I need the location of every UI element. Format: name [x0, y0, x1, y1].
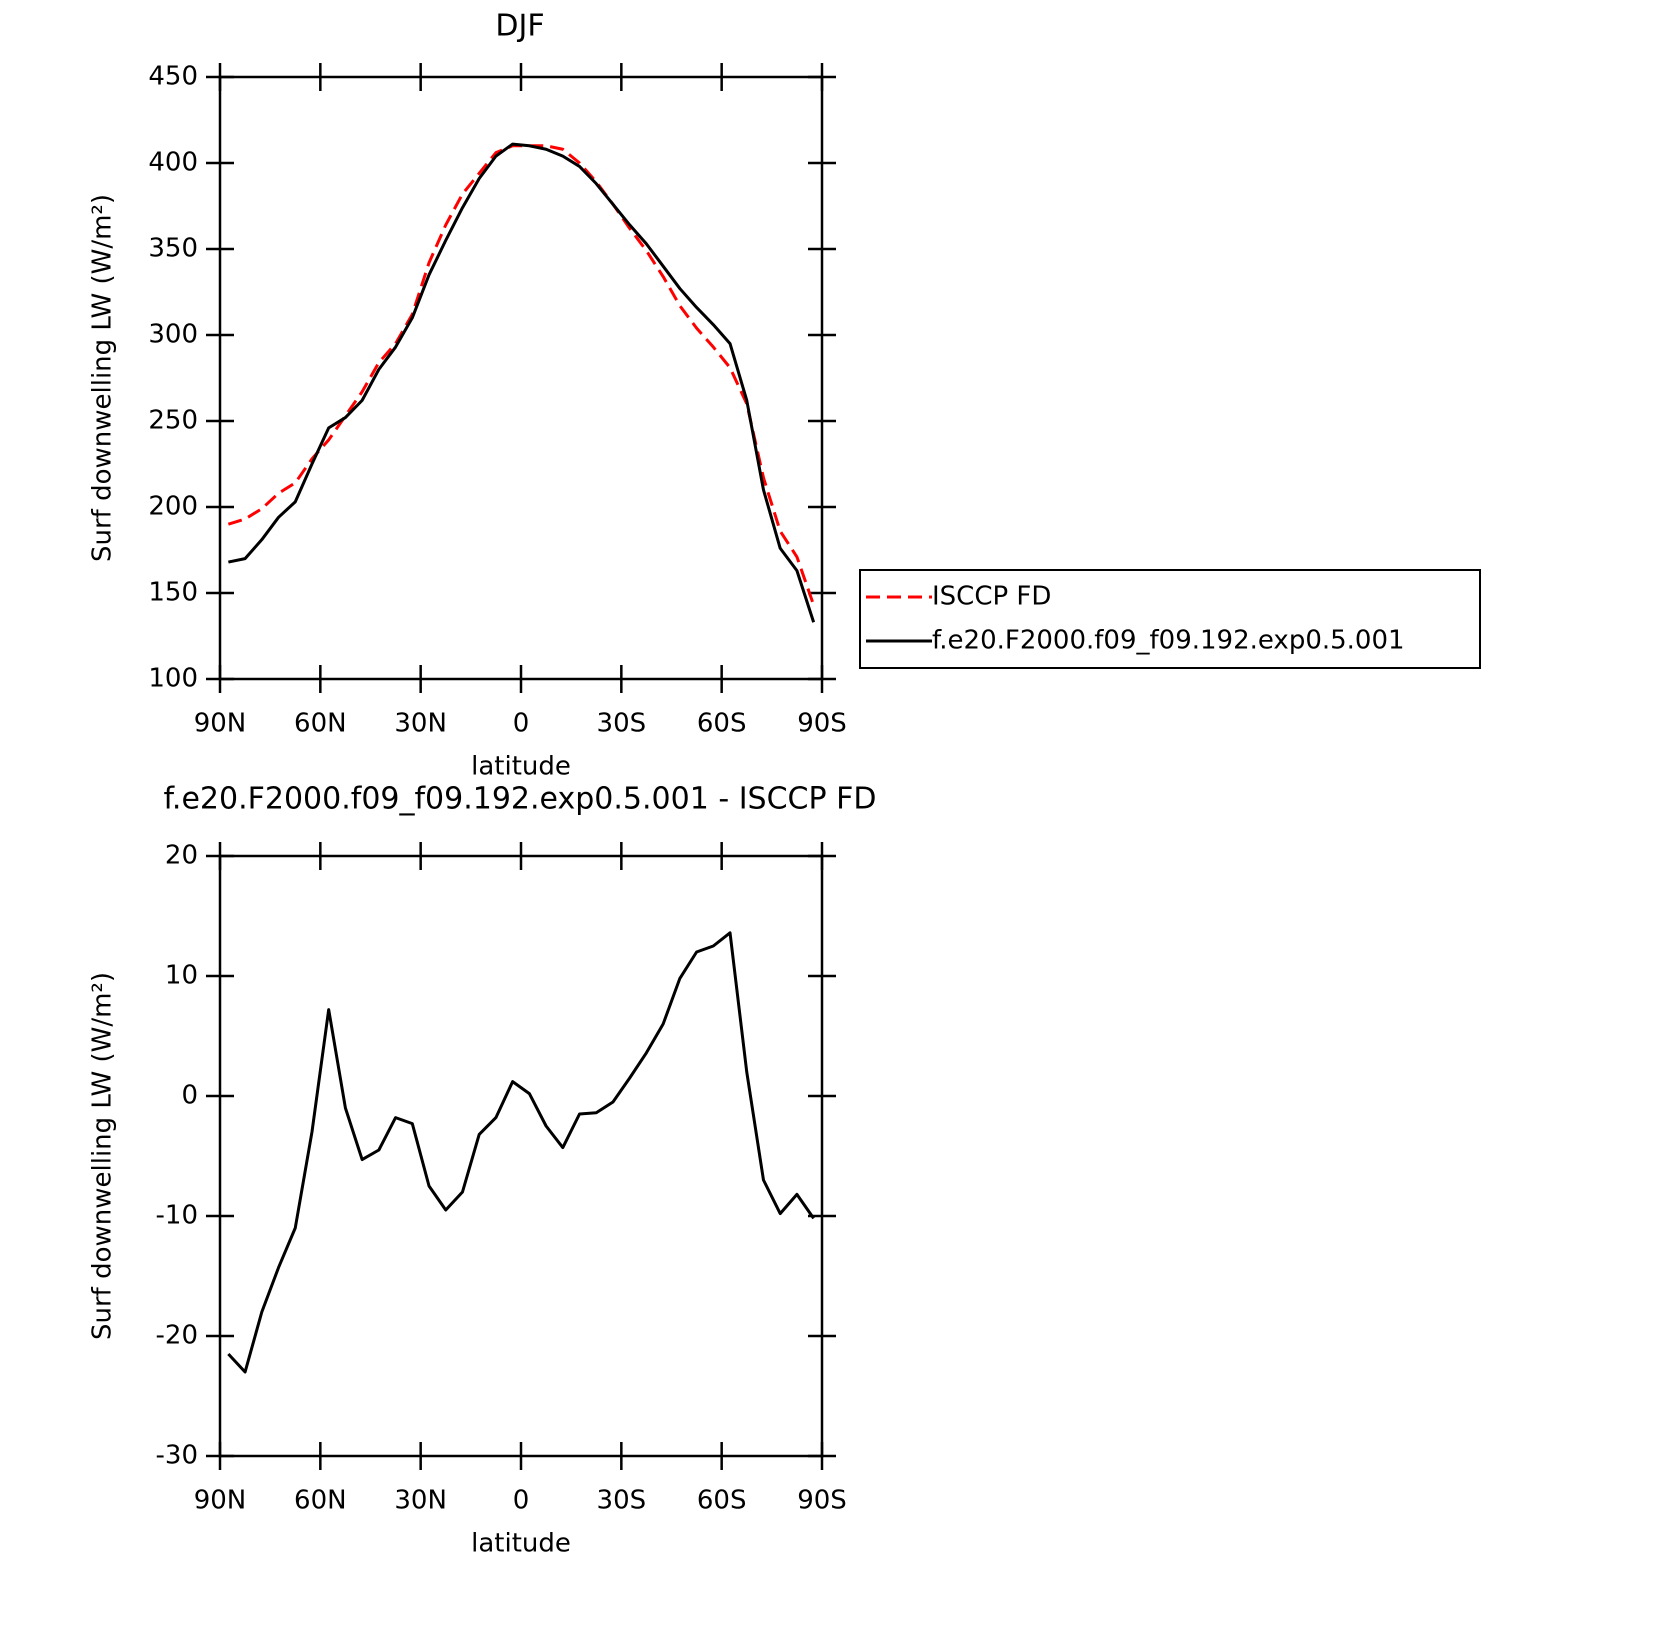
y-tick-label: 450	[148, 62, 198, 92]
y-tick-label: 20	[165, 841, 198, 871]
y-axis-label: Surf downwelling LW (W/m²)	[88, 194, 118, 562]
y-axis-label: Surf downwelling LW (W/m²)	[88, 972, 118, 1340]
x-tick-label: 30S	[597, 1486, 647, 1516]
x-tick-label: 90N	[194, 1486, 247, 1516]
y-tick-label: 200	[148, 492, 198, 522]
x-tick-label: 30S	[597, 709, 647, 739]
chart-title: DJF	[495, 9, 544, 44]
legend-label: f.e20.F2000.f09_f09.192.exp0.5.001	[932, 626, 1405, 656]
y-tick-label: 150	[148, 578, 198, 608]
plot-frame	[218, 75, 824, 681]
data-line	[228, 142, 816, 623]
x-tick-label: 90N	[194, 709, 247, 739]
y-tick-label: -30	[156, 1441, 198, 1471]
x-tick-label: 30N	[394, 1486, 447, 1516]
data-line	[227, 144, 816, 606]
y-tick-label: -10	[156, 1201, 198, 1231]
y-tick-label: 350	[148, 234, 198, 264]
x-tick-label: 0	[513, 1486, 530, 1516]
x-tick-label: 60N	[294, 709, 347, 739]
y-tick-label: 400	[148, 148, 198, 178]
x-tick-label: 60S	[697, 709, 747, 739]
y-tick-label: 300	[148, 320, 198, 350]
y-tick-label: 100	[148, 664, 198, 694]
y-tick-label: 0	[181, 1081, 198, 1111]
x-axis-label: latitude	[471, 1529, 571, 1559]
x-tick-label: 90S	[797, 709, 847, 739]
x-tick-label: 60N	[294, 1486, 347, 1516]
data-line	[227, 931, 815, 1374]
x-tick-label: 60S	[697, 1486, 747, 1516]
y-tick-label: 10	[165, 961, 198, 991]
legend-box	[859, 569, 1481, 669]
x-tick-label: 0	[513, 709, 530, 739]
legend-label: ISCCP FD	[932, 582, 1051, 612]
y-tick-label: -20	[156, 1321, 198, 1351]
chart-title: f.e20.F2000.f09_f09.192.exp0.5.001 - ISC…	[164, 782, 877, 817]
y-tick-label: 250	[148, 406, 198, 436]
x-tick-label: 90S	[797, 1486, 847, 1516]
x-axis-label: latitude	[471, 752, 571, 782]
x-tick-label: 30N	[394, 709, 447, 739]
